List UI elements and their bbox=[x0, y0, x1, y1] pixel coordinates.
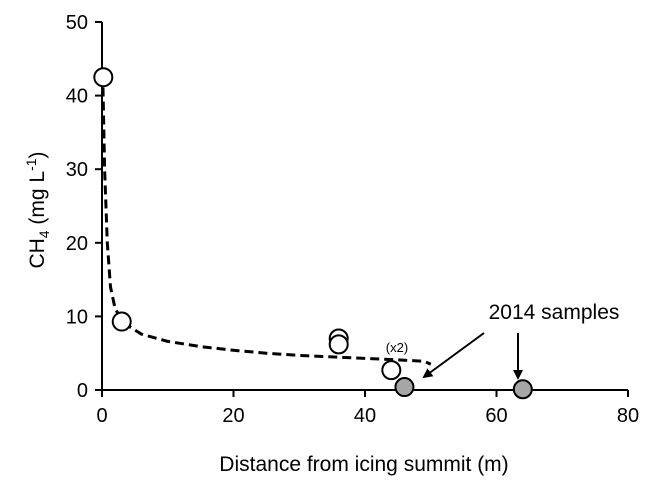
x-tick-label: 80 bbox=[617, 405, 639, 427]
y-axis-title-subscript: 4 bbox=[36, 230, 52, 238]
axes bbox=[101, 22, 628, 391]
y-tick-label: 0 bbox=[77, 380, 88, 402]
trend-line bbox=[101, 73, 432, 366]
arrow-to-first-sample bbox=[422, 332, 485, 379]
y-tick-label: 50 bbox=[66, 12, 88, 34]
x-tick-label: 20 bbox=[222, 405, 244, 427]
y-tick-label: 30 bbox=[66, 159, 88, 181]
multiplier-label: (x2) bbox=[386, 340, 408, 355]
data-point bbox=[381, 360, 402, 381]
y-axis-title-superscript: -1 bbox=[23, 158, 39, 171]
y-axis-title-unit: (mg L bbox=[26, 171, 49, 231]
x-ticks: 0 20 40 60 80 bbox=[96, 390, 639, 427]
sample-2014-point bbox=[512, 379, 533, 400]
y-tick-label: 20 bbox=[66, 233, 88, 255]
sample-2014-point bbox=[394, 377, 415, 398]
y-axis-title-close: ) bbox=[26, 151, 49, 158]
y-ticks: 0 10 20 30 40 50 bbox=[66, 12, 102, 402]
y-axis-title-main: CH bbox=[26, 238, 49, 268]
x-tick-label: 60 bbox=[485, 405, 507, 427]
samples-2014-label: 2014 samples bbox=[489, 301, 620, 324]
data-points bbox=[93, 67, 533, 400]
x-tick-label: 0 bbox=[96, 405, 107, 427]
y-tick-label: 40 bbox=[66, 86, 88, 108]
y-tick-label: 10 bbox=[66, 306, 88, 328]
data-point bbox=[328, 334, 349, 355]
x-tick-label: 40 bbox=[354, 405, 376, 427]
x-axis-title: Distance from icing summit (m) bbox=[219, 453, 508, 476]
y-axis-title: CH4 (mg L-1) bbox=[23, 151, 52, 268]
data-point bbox=[93, 67, 114, 88]
data-point bbox=[111, 311, 132, 332]
